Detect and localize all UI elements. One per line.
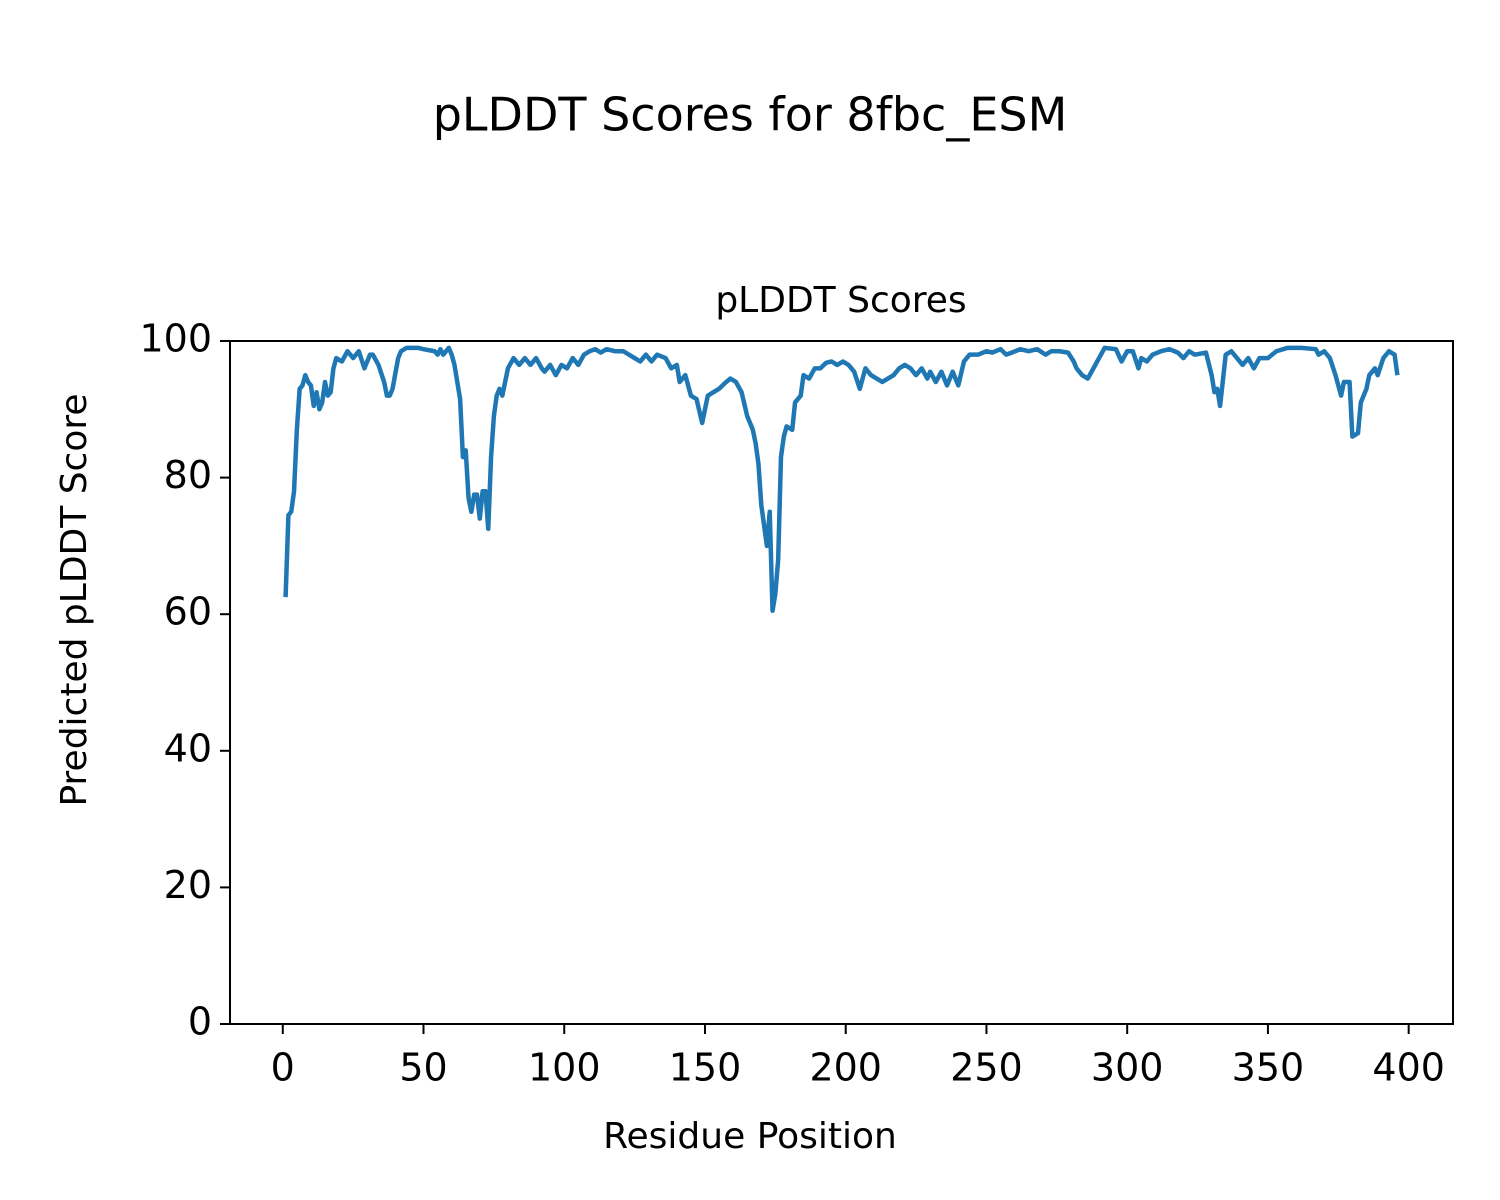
- x-tick-label: 200: [809, 1046, 882, 1090]
- y-tick-label: 100: [139, 317, 212, 361]
- chart-suptitle: pLDDT Scores for 8fbc_ESM: [433, 88, 1068, 142]
- line-series: [283, 345, 1400, 614]
- x-tick-label: 250: [950, 1046, 1023, 1090]
- y-tick-label: 20: [164, 863, 212, 907]
- y-tick-label: 40: [164, 726, 212, 770]
- x-tick-label: 350: [1232, 1046, 1305, 1090]
- chart-title: pLDDT Scores: [715, 280, 966, 321]
- x-axis-label: Residue Position: [603, 1116, 897, 1157]
- y-tick-label: 0: [188, 1000, 212, 1044]
- x-tick-label: 50: [399, 1046, 447, 1090]
- y-tick-label: 60: [164, 590, 212, 634]
- y-tick-label: 80: [164, 453, 212, 497]
- x-tick-label: 300: [1091, 1046, 1164, 1090]
- y-axis-label: Predicted pLDDT Score: [54, 393, 95, 806]
- plot-frame: [229, 340, 1454, 1025]
- x-tick-label: 0: [271, 1046, 295, 1090]
- x-tick-label: 150: [669, 1046, 742, 1090]
- x-tick-label: 100: [528, 1046, 601, 1090]
- x-tick-label: 400: [1372, 1046, 1445, 1090]
